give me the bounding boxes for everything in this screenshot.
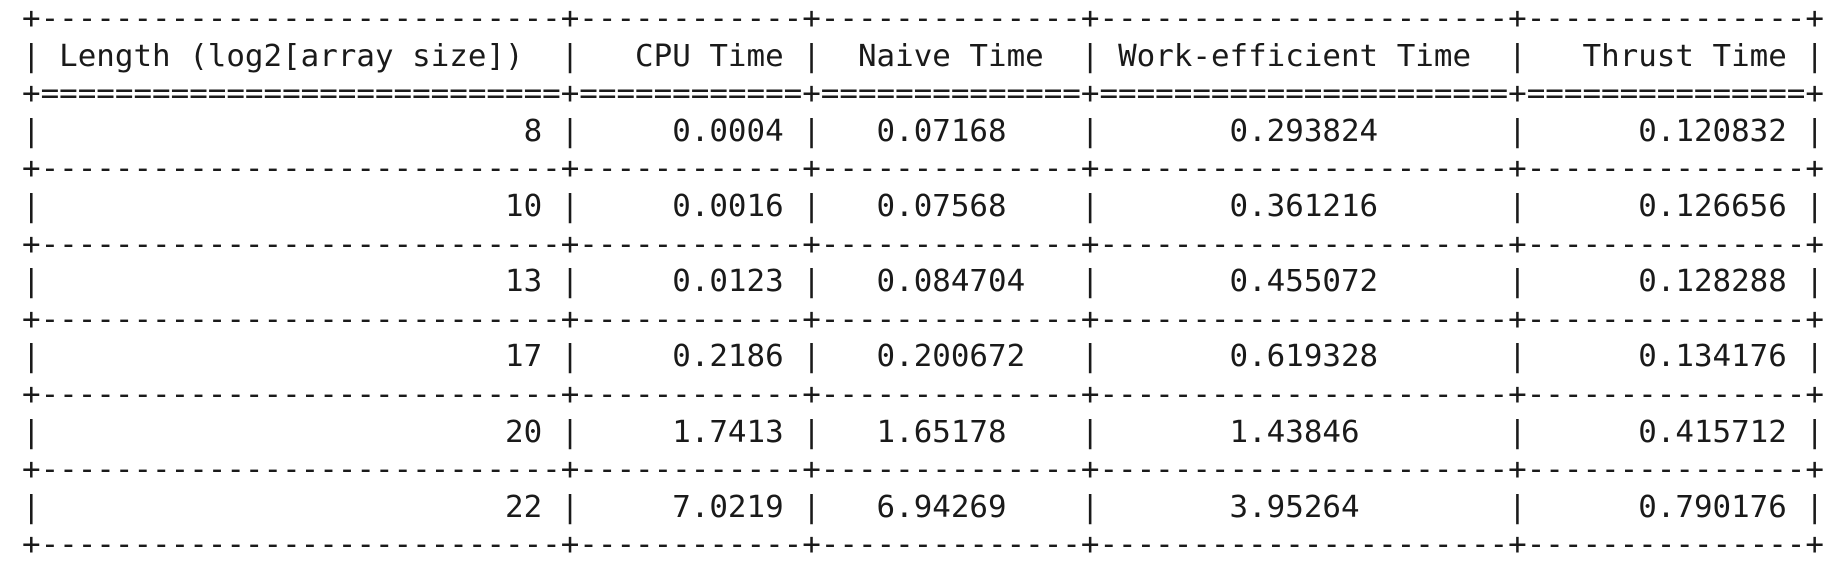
row-divider: +----------------------------+----------… <box>22 226 1824 262</box>
table-cell: 0.0123 <box>597 264 784 300</box>
table-cell: 0.126656 <box>1545 188 1787 224</box>
table-cell: 0.0016 <box>597 188 784 224</box>
table-cell: 1.65178 <box>839 414 1063 450</box>
table-cell: 1.7413 <box>597 414 784 450</box>
table-cell: 13 <box>59 264 543 300</box>
table-cell: 0.415712 <box>1545 414 1787 450</box>
table-row: | 10 | 0.0016 | 0.07568 | 0.361216 | 0.1… <box>22 188 1824 224</box>
column-header: CPU Time <box>597 38 784 74</box>
table-cell: 8 <box>59 113 543 149</box>
table-row: | 17 | 0.2186 | 0.200672 | 0.619328 | 0.… <box>22 339 1824 375</box>
table-cell: 6.94269 <box>839 489 1063 525</box>
table-cell: 0.07568 <box>839 188 1063 224</box>
table-cell: 17 <box>59 339 543 375</box>
table-cell: 0.790176 <box>1545 489 1787 525</box>
table-cell: 0.455072 <box>1118 264 1490 300</box>
header-divider: +============================+==========… <box>22 76 1824 112</box>
row-divider: +----------------------------+----------… <box>22 527 1824 563</box>
table-cell: 0.084704 <box>839 264 1063 300</box>
table-row: | 13 | 0.0123 | 0.084704 | 0.455072 | 0.… <box>22 264 1824 300</box>
table-cell: 10 <box>59 188 543 224</box>
table-cell: 0.07168 <box>839 113 1063 149</box>
table-row: | 22 | 7.0219 | 6.94269 | 3.95264 | 0.79… <box>22 489 1824 525</box>
row-divider: +----------------------------+----------… <box>22 376 1824 412</box>
table-cell: 0.134176 <box>1545 339 1787 375</box>
column-header: Length (log2[array size]) <box>59 38 543 74</box>
table-cell: 0.120832 <box>1545 113 1787 149</box>
header-row: | Length (log2[array size]) | CPU Time |… <box>22 38 1824 74</box>
ascii-results-table: +----------------------------+----------… <box>22 0 1824 564</box>
table-cell: 0.0004 <box>597 113 784 149</box>
table-cell: 0.361216 <box>1118 188 1490 224</box>
table-row: | 8 | 0.0004 | 0.07168 | 0.293824 | 0.12… <box>22 113 1824 149</box>
table-cell: 0.2186 <box>597 339 784 375</box>
column-header: Work-efficient Time <box>1118 38 1490 74</box>
table-border: +----------------------------+----------… <box>22 1 1824 36</box>
table-cell: 7.0219 <box>597 489 784 525</box>
table-cell: 3.95264 <box>1118 489 1490 525</box>
table-cell: 1.43846 <box>1118 414 1490 450</box>
table-cell: 0.619328 <box>1118 339 1490 375</box>
row-divider: +----------------------------+----------… <box>22 452 1824 488</box>
table-cell: 0.200672 <box>839 339 1063 375</box>
column-header: Thrust Time <box>1545 38 1787 74</box>
table-row: | 20 | 1.7413 | 1.65178 | 1.43846 | 0.41… <box>22 414 1824 450</box>
table-cell: 0.128288 <box>1545 264 1787 300</box>
row-divider: +----------------------------+----------… <box>22 151 1824 187</box>
table-cell: 20 <box>59 414 543 450</box>
table-cell: 0.293824 <box>1118 113 1490 149</box>
column-header: Naive Time <box>839 38 1063 74</box>
table-cell: 22 <box>59 489 543 525</box>
row-divider: +----------------------------+----------… <box>22 301 1824 337</box>
